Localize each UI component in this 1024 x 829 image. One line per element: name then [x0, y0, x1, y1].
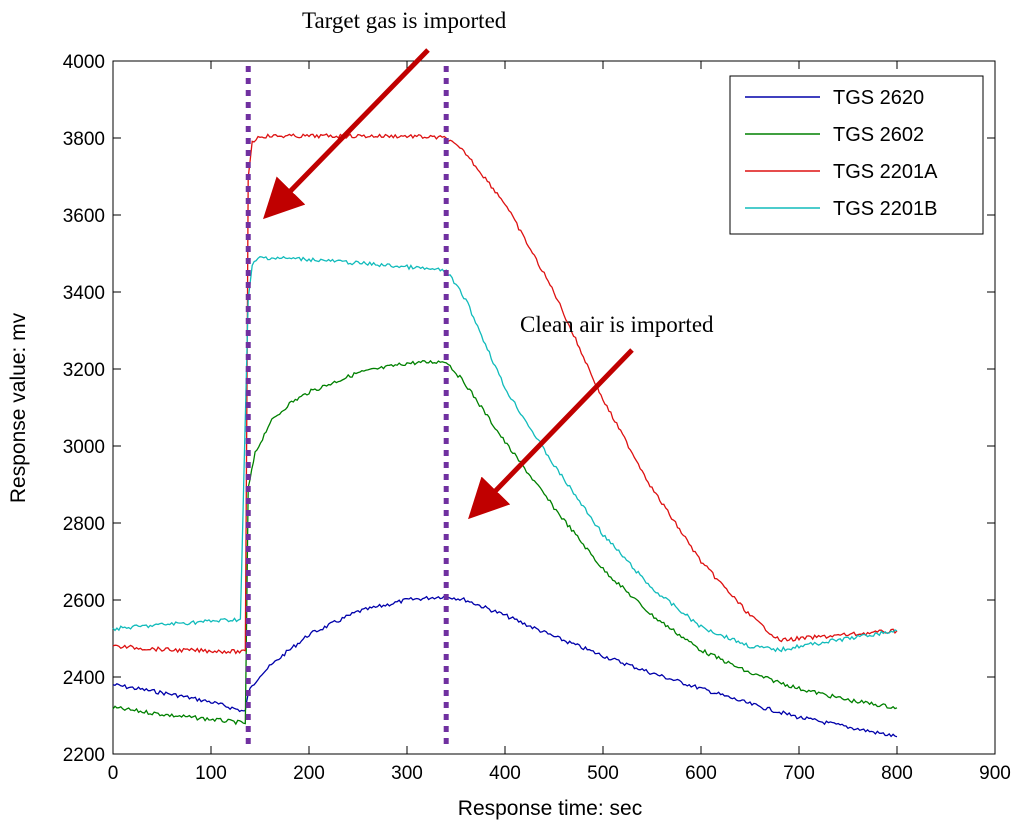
x-tick-label: 600 — [685, 763, 717, 784]
annotation-arrow-clean-air — [468, 348, 634, 520]
series-line-tgs-2201a — [112, 133, 898, 655]
x-tick-label: 200 — [293, 763, 325, 784]
axis-ticks: 0 100 200 300 400 500 600 700 800 900 2200 2400 2600… — [63, 52, 1011, 784]
series-line-tgs-2201b — [112, 255, 898, 653]
x-tick-label: 800 — [881, 763, 913, 784]
y-tick-label: 3400 — [63, 283, 105, 304]
y-tick-label: 4000 — [63, 52, 105, 73]
y-tick-label: 3600 — [63, 206, 105, 227]
y-tick-label: 3200 — [63, 360, 105, 381]
x-axis-label: Response time: sec — [458, 797, 642, 820]
legend-label-tgs-2620: TGS 2620 — [833, 87, 924, 109]
y-tick-label: 3000 — [63, 437, 105, 458]
x-tick-label: 300 — [391, 763, 423, 784]
series-layer — [112, 133, 898, 738]
legend: TGS 2620 TGS 2602 TGS 2201A TGS 2201B — [729, 75, 984, 235]
y-tick-label: 2800 — [63, 514, 105, 535]
y-tick-label: 2200 — [63, 745, 105, 766]
y-axis-label: Response value: mv — [7, 312, 30, 503]
y-tick-label: 2600 — [63, 591, 105, 612]
legend-label-tgs-2602: TGS 2602 — [833, 124, 924, 146]
series-line-tgs-2620 — [112, 595, 898, 738]
series-line-tgs-2602 — [112, 359, 898, 726]
annotation-target-gas: Target gas is imported — [302, 8, 507, 33]
x-tick-label: 0 — [108, 763, 119, 784]
x-tick-label: 700 — [783, 763, 815, 784]
legend-label-tgs-2201b: TGS 2201B — [833, 198, 938, 220]
marker-lines — [245, 66, 449, 744]
y-tick-label: 3800 — [63, 129, 105, 150]
legend-label-tgs-2201a: TGS 2201A — [833, 161, 938, 183]
annotation-clean-air: Clean air is imported — [520, 312, 714, 337]
x-tick-label: 400 — [489, 763, 521, 784]
x-tick-label: 900 — [979, 763, 1011, 784]
x-tick-label: 100 — [195, 763, 227, 784]
annotation-arrow-target-gas — [263, 48, 430, 220]
x-tick-label: 500 — [587, 763, 619, 784]
y-tick-label: 2400 — [63, 668, 105, 689]
